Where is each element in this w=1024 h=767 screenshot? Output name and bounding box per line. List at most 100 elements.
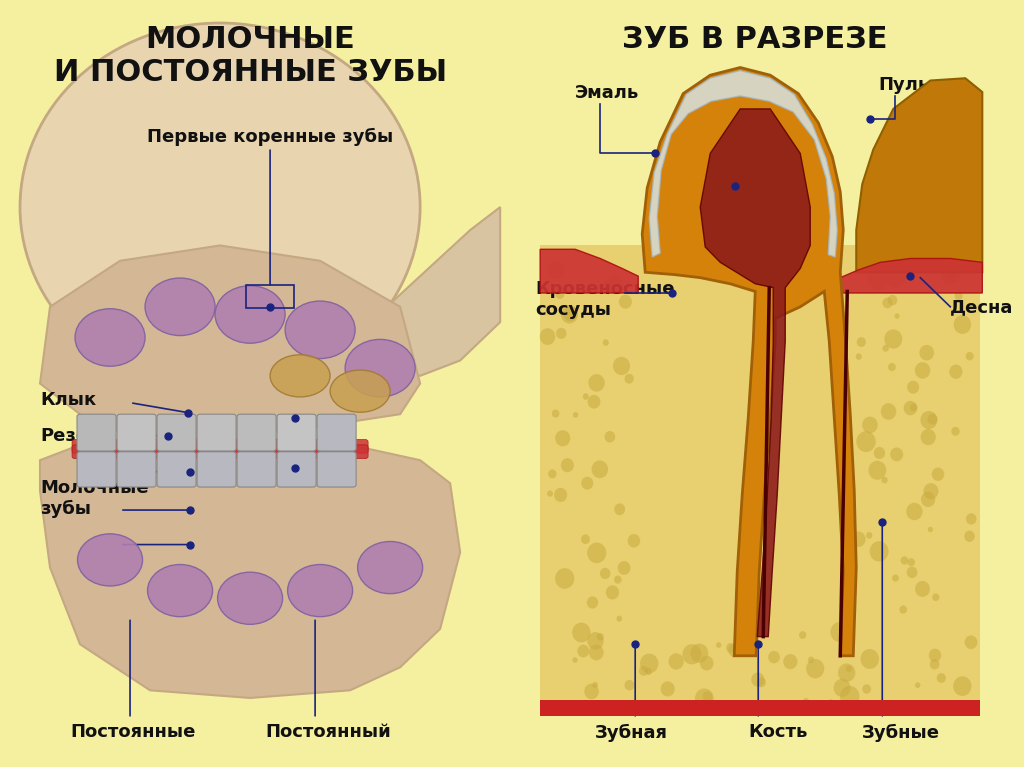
Ellipse shape [572,623,591,643]
Ellipse shape [885,329,902,349]
Ellipse shape [561,458,574,472]
Ellipse shape [799,631,806,639]
Ellipse shape [900,556,908,565]
Ellipse shape [915,581,930,597]
Ellipse shape [921,492,935,507]
Ellipse shape [699,656,714,670]
Ellipse shape [783,654,798,670]
Ellipse shape [625,680,635,690]
Ellipse shape [572,657,578,663]
Ellipse shape [752,673,765,686]
Ellipse shape [906,503,923,520]
Ellipse shape [921,429,936,445]
Ellipse shape [881,403,896,420]
Ellipse shape [716,642,722,648]
Ellipse shape [617,561,631,575]
Ellipse shape [953,315,971,334]
Ellipse shape [966,352,974,360]
Ellipse shape [625,374,634,384]
Ellipse shape [345,339,415,397]
Ellipse shape [851,532,865,547]
FancyBboxPatch shape [117,452,156,487]
Ellipse shape [217,572,283,624]
Ellipse shape [862,416,878,433]
Ellipse shape [603,339,609,346]
Ellipse shape [613,357,630,375]
Ellipse shape [578,644,589,657]
FancyBboxPatch shape [157,414,196,451]
Ellipse shape [288,565,352,617]
Ellipse shape [547,261,565,279]
Bar [541,700,980,716]
Ellipse shape [728,644,740,657]
Ellipse shape [587,597,598,609]
Polygon shape [642,67,856,656]
Ellipse shape [954,291,963,300]
Ellipse shape [583,393,589,400]
Ellipse shape [932,594,939,601]
Ellipse shape [556,328,566,339]
Ellipse shape [582,476,593,489]
Ellipse shape [947,268,961,283]
Text: Эмаль: Эмаль [575,84,639,102]
Text: МОЛОЧНЫЕ
И ПОСТОЯННЫЕ ЗУБЫ: МОЛОЧНЫЕ И ПОСТОЯННЫЕ ЗУБЫ [53,25,446,87]
Ellipse shape [885,266,904,288]
Ellipse shape [634,641,639,647]
Ellipse shape [592,682,598,688]
FancyBboxPatch shape [197,452,237,487]
Ellipse shape [903,401,918,415]
FancyBboxPatch shape [157,452,196,487]
Ellipse shape [910,403,918,412]
Ellipse shape [555,289,564,299]
Ellipse shape [930,659,939,670]
Ellipse shape [563,306,578,321]
Ellipse shape [888,363,896,371]
Ellipse shape [860,649,879,669]
Ellipse shape [895,314,899,319]
Polygon shape [40,437,460,698]
Ellipse shape [883,345,889,352]
Ellipse shape [866,532,872,538]
Ellipse shape [78,534,142,586]
Ellipse shape [602,280,614,293]
Ellipse shape [357,542,423,594]
FancyBboxPatch shape [197,414,237,451]
Ellipse shape [856,354,862,360]
Ellipse shape [838,663,855,682]
Text: Кость: Кость [749,723,808,742]
Ellipse shape [899,605,907,614]
Ellipse shape [906,567,918,578]
Ellipse shape [147,565,213,617]
Ellipse shape [757,677,766,687]
Ellipse shape [956,251,972,268]
Ellipse shape [873,447,885,459]
Ellipse shape [907,558,915,566]
Ellipse shape [888,295,897,305]
Ellipse shape [600,568,610,579]
Ellipse shape [806,659,824,678]
Ellipse shape [561,305,578,324]
Ellipse shape [932,468,944,481]
Ellipse shape [330,370,390,413]
Ellipse shape [907,380,920,393]
Ellipse shape [890,447,903,461]
Ellipse shape [928,413,938,425]
Ellipse shape [660,681,675,696]
Ellipse shape [548,469,556,479]
Ellipse shape [614,503,626,515]
Ellipse shape [640,653,658,673]
Ellipse shape [215,286,285,344]
Ellipse shape [803,698,809,705]
Ellipse shape [937,673,946,683]
Ellipse shape [940,264,959,284]
Ellipse shape [285,301,355,359]
Ellipse shape [883,298,893,308]
Ellipse shape [695,689,714,709]
Ellipse shape [587,542,606,563]
Ellipse shape [606,585,620,600]
Ellipse shape [891,267,907,285]
Text: ЗУБ В РАЗРЕЗЕ: ЗУБ В РАЗРЕЗЕ [623,25,888,54]
Text: Десна: Десна [950,298,1014,316]
Ellipse shape [145,278,215,336]
Ellipse shape [857,337,866,347]
